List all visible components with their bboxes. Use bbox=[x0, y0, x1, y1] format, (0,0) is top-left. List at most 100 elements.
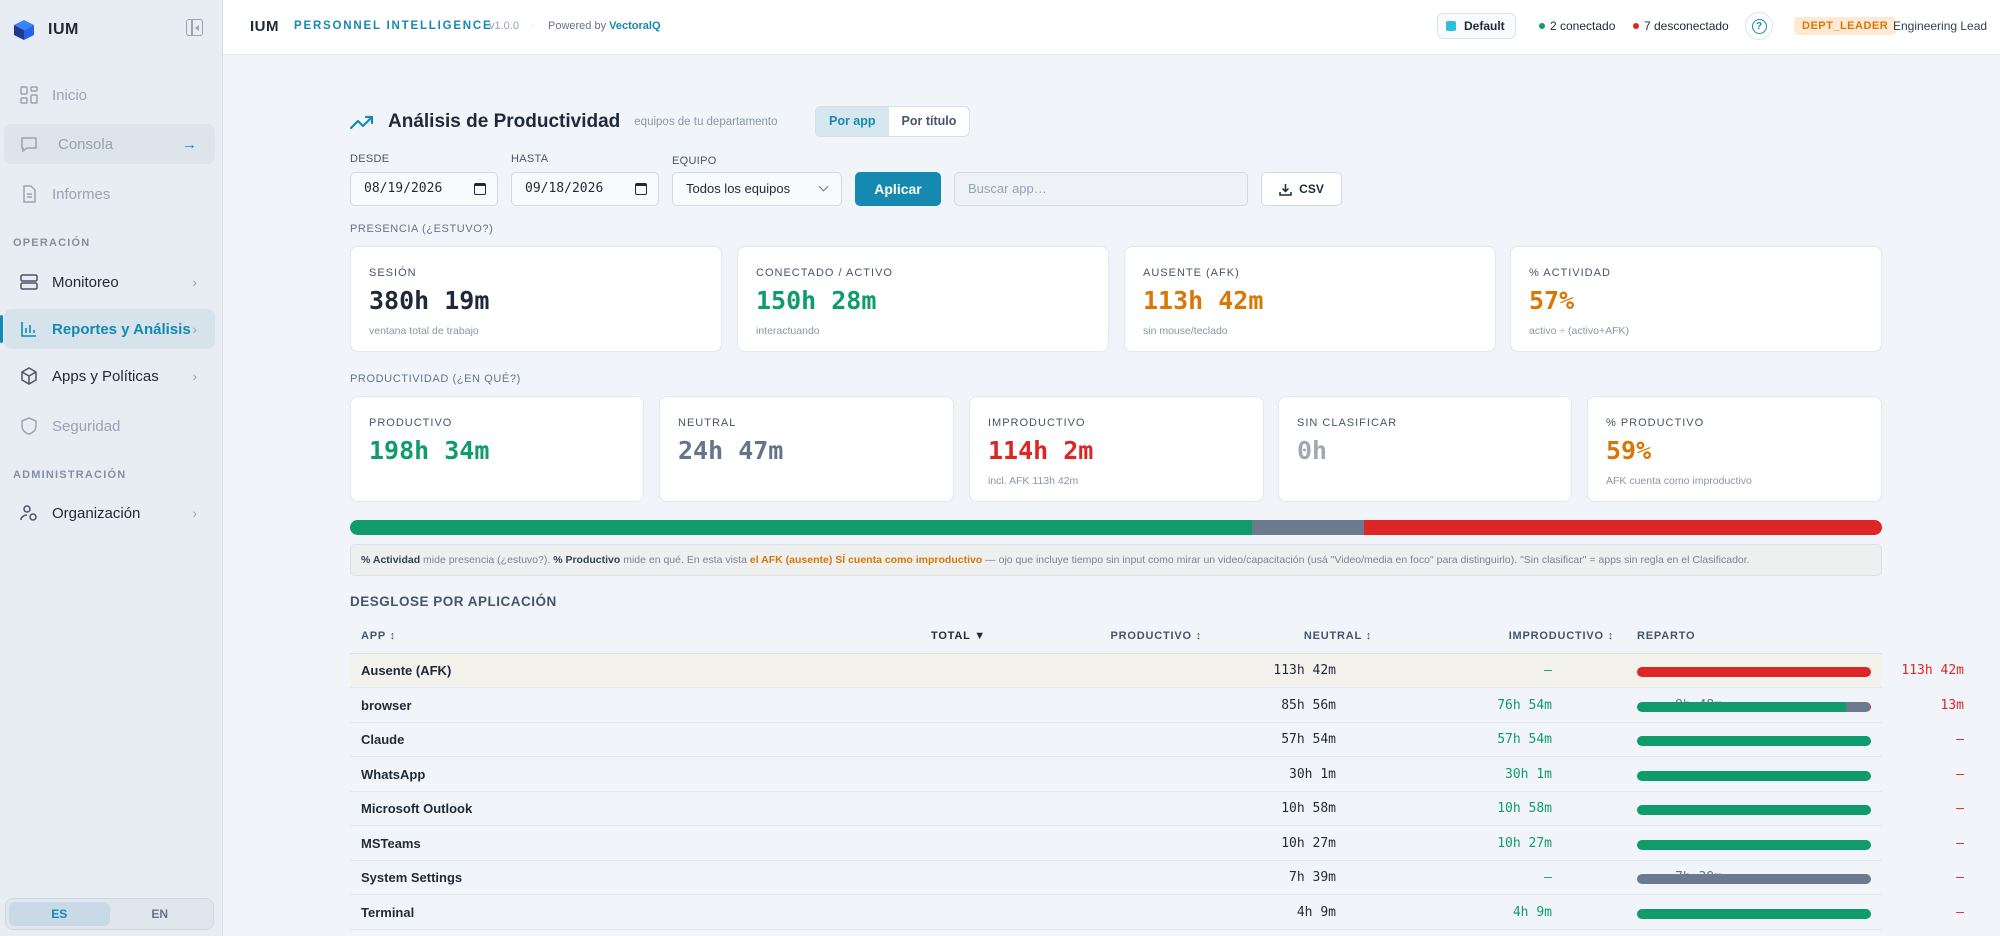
cell-productive: 30h 1m bbox=[1505, 766, 1552, 782]
sidebar-item-reportes[interactable]: Reportes y Análisis › bbox=[0, 309, 215, 349]
cell-unproductive: 13m bbox=[1940, 697, 1964, 713]
cell-productive: 10h 27m bbox=[1497, 835, 1552, 851]
cell-total: 10h 58m bbox=[1281, 801, 1336, 816]
table-title: DESGLOSE POR APLICACIÓN bbox=[350, 594, 557, 609]
cell-app: Ausente (AFK) bbox=[361, 663, 452, 678]
card-sub: ventana total de trabajo bbox=[369, 325, 479, 337]
col-header-app[interactable]: APP ↕ bbox=[361, 630, 396, 642]
split-bar bbox=[1637, 839, 1871, 850]
brand-name: IUM bbox=[48, 21, 79, 38]
from-label: DESDE bbox=[350, 153, 390, 165]
card-sub: sin mouse/teclado bbox=[1143, 325, 1228, 337]
sidebar-item-organizacion[interactable]: Organización › bbox=[4, 493, 215, 533]
from-date-input[interactable]: 08/19/2026 bbox=[350, 172, 498, 206]
sidebar-item-label: Apps y Políticas bbox=[52, 367, 159, 385]
shield-icon bbox=[21, 417, 37, 435]
table-row[interactable]: Ausente (AFK)113h 42m——113h 42m bbox=[350, 654, 1964, 688]
powered-brand: VectoralQ bbox=[609, 20, 661, 32]
help-button[interactable]: ? bbox=[1745, 12, 1773, 40]
cell-app: MSTeams bbox=[361, 835, 421, 851]
col-header-neutral[interactable]: NEUTRAL ↕ bbox=[1303, 630, 1372, 642]
chevron-right-icon: › bbox=[192, 274, 197, 290]
unproductive-card: IMPRODUCTIVO 114h 2m incl. AFK 113h 42m bbox=[969, 396, 1264, 502]
sidebar-item-label: Monitoreo bbox=[52, 273, 119, 291]
download-icon bbox=[1279, 183, 1292, 196]
card-label: % ACTIVIDAD bbox=[1529, 267, 1611, 279]
csv-export-button[interactable]: CSV bbox=[1261, 172, 1342, 206]
disconnected-status: 7 desconectado bbox=[1633, 19, 1729, 33]
tab-por-titulo[interactable]: Por título bbox=[901, 114, 957, 128]
sidebar-item-label: Reportes y Análisis bbox=[52, 320, 191, 338]
page-subtitle: equipos de tu departamento bbox=[634, 116, 778, 128]
col-header-productive[interactable]: PRODUCTIVO ↕ bbox=[1110, 630, 1202, 642]
note-text: — ojo que incluye tiempo sin input como … bbox=[982, 554, 1750, 566]
calendar-icon[interactable] bbox=[635, 183, 647, 195]
cell-app: browser bbox=[361, 697, 412, 713]
team-select[interactable]: Todos los equipos bbox=[672, 172, 842, 206]
to-date-input[interactable]: 09/18/2026 bbox=[511, 172, 659, 206]
chat-icon bbox=[21, 137, 37, 153]
calendar-icon[interactable] bbox=[474, 183, 486, 195]
split-bar bbox=[1637, 874, 1871, 884]
split-unproductive-segment bbox=[1637, 667, 1871, 677]
package-icon bbox=[21, 367, 37, 385]
card-label: SIN CLASIFICAR bbox=[1297, 417, 1398, 429]
col-header-total[interactable]: TOTAL ▼ bbox=[931, 630, 986, 642]
search-input[interactable]: Buscar app… bbox=[954, 172, 1248, 206]
active-card: CONECTADO / ACTIVO 150h 28m interactuand… bbox=[737, 246, 1109, 352]
sidebar-item-consola[interactable]: Consola → bbox=[4, 124, 215, 164]
card-value: 59% bbox=[1606, 436, 1652, 465]
brand[interactable]: IUM bbox=[13, 16, 79, 44]
card-label: SESIÓN bbox=[369, 267, 417, 279]
cell-unproductive: 113h 42m bbox=[1901, 663, 1964, 678]
card-value: 114h 2m bbox=[988, 436, 1094, 465]
arrow-right-icon: → bbox=[182, 135, 197, 153]
sidebar-item-seguridad[interactable]: Seguridad bbox=[4, 406, 215, 446]
cell-productive: 10h 58m bbox=[1497, 801, 1552, 816]
section-label-operacion: OPERACIÓN bbox=[13, 237, 91, 249]
split-productive-segment bbox=[1637, 701, 1847, 712]
collapse-sidebar-icon[interactable] bbox=[186, 19, 203, 36]
card-label: NEUTRAL bbox=[678, 417, 737, 429]
split-productive-segment bbox=[1637, 770, 1871, 781]
split-productive-segment bbox=[1637, 736, 1871, 746]
connected-status: 2 conectado bbox=[1539, 19, 1615, 33]
split-productive-segment bbox=[1637, 908, 1871, 919]
col-header-unproductive[interactable]: IMPRODUCTIVO ↕ bbox=[1508, 630, 1614, 642]
sidebar-item-informes[interactable]: Informes bbox=[4, 174, 215, 214]
activity-card: % ACTIVIDAD 57% activo ÷ (activo+AFK) bbox=[1510, 246, 1882, 352]
lang-es-button[interactable]: ES bbox=[9, 902, 110, 926]
connected-count: 2 conectado bbox=[1550, 19, 1616, 33]
split-bar bbox=[1637, 701, 1871, 712]
team-label: EQUIPO bbox=[672, 155, 717, 167]
sidebar-item-label: Informes bbox=[52, 185, 111, 203]
cell-unproductive: — bbox=[1956, 835, 1964, 851]
cell-app: System Settings bbox=[361, 870, 463, 885]
apply-button[interactable]: Aplicar bbox=[855, 172, 941, 206]
table-header-divider bbox=[350, 653, 1882, 654]
sidebar-item-inicio[interactable]: Inicio bbox=[4, 75, 215, 115]
productive-card: PRODUCTIVO 198h 34m bbox=[350, 396, 644, 502]
sidebar-item-label: Seguridad bbox=[52, 417, 121, 435]
mix-unproductive-segment bbox=[1364, 520, 1882, 535]
cell-total: 57h 54m bbox=[1281, 732, 1336, 747]
split-bar bbox=[1637, 908, 1871, 919]
sidebar-item-apps-politicas[interactable]: Apps y Políticas › bbox=[4, 356, 215, 396]
sidebar-item-label: Inicio bbox=[52, 86, 88, 104]
sidebar-item-label: Organización bbox=[52, 504, 141, 522]
cell-app: Microsoft Outlook bbox=[361, 801, 473, 816]
card-label: PRODUCTIVO bbox=[369, 417, 453, 429]
to-label: HASTA bbox=[511, 153, 549, 165]
sidebar-item-monitoreo[interactable]: Monitoreo › bbox=[4, 262, 215, 302]
card-sub: incl. AFK 113h 42m bbox=[988, 475, 1079, 487]
workspace-selector[interactable]: Default bbox=[1437, 13, 1516, 39]
lang-en-button[interactable]: EN bbox=[151, 907, 169, 921]
tab-por-app[interactable]: Por app bbox=[816, 107, 889, 136]
